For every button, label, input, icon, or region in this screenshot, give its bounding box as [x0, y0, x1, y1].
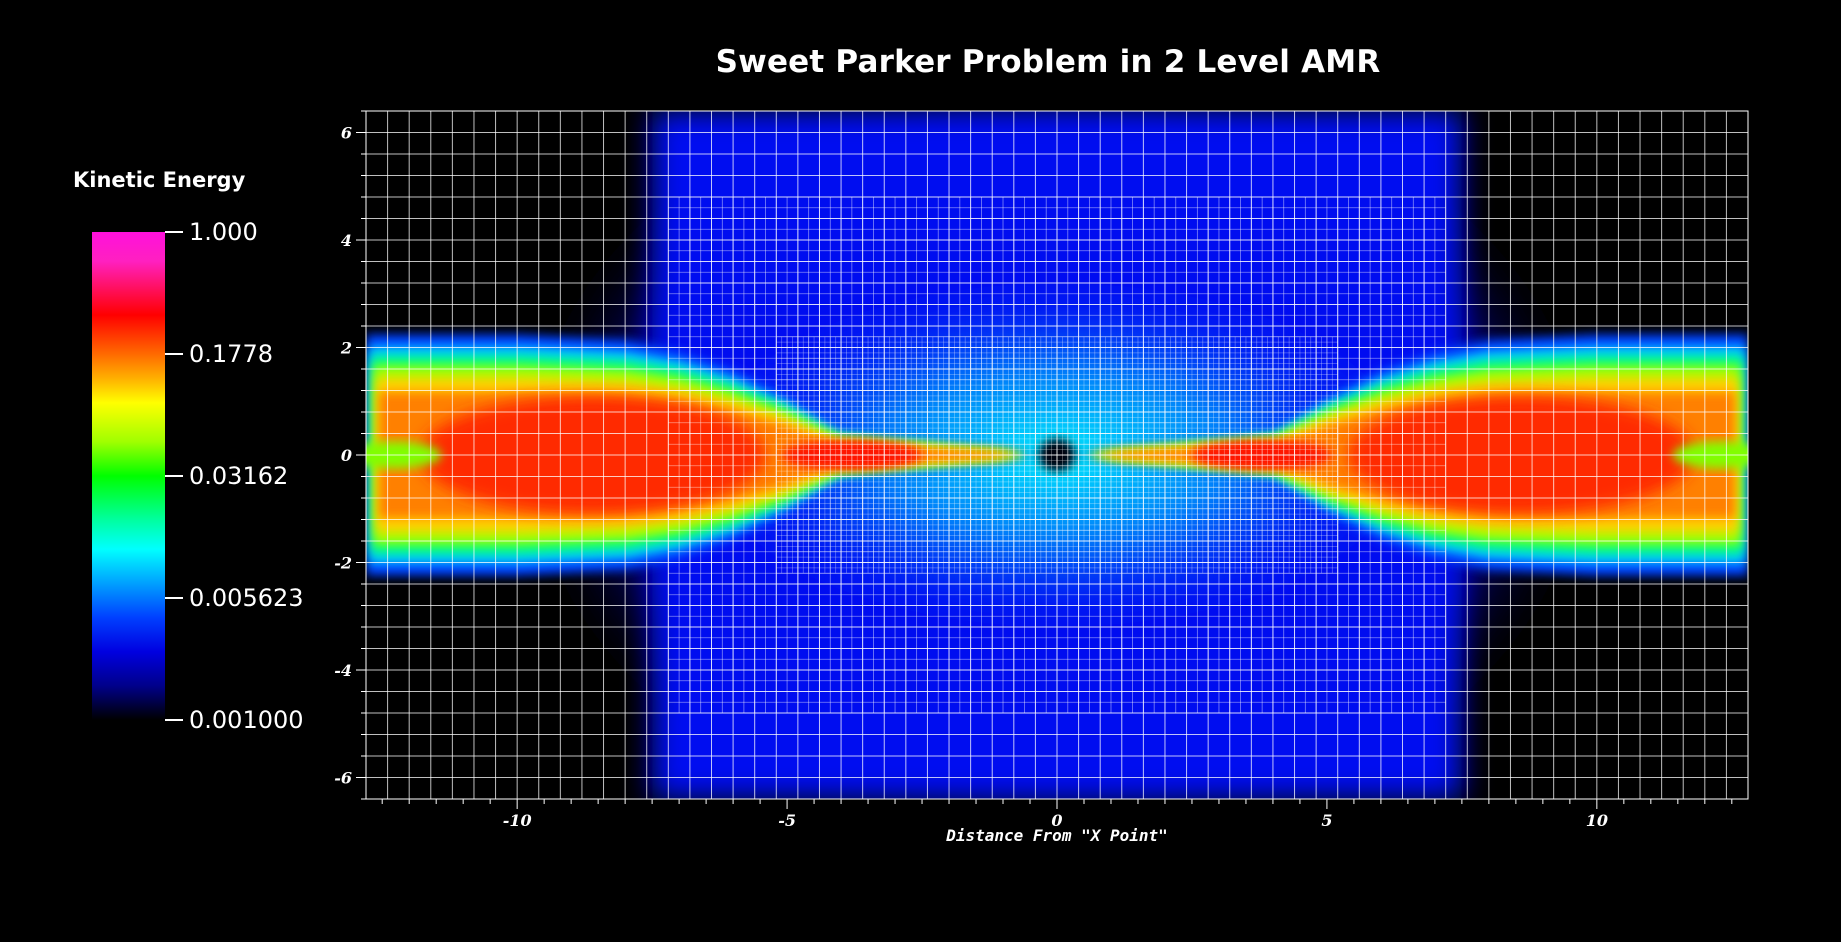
- colorbar-tick-label: 1.000: [189, 218, 258, 246]
- colorbar-tick: [165, 231, 183, 233]
- y-tick-label: 2: [340, 339, 352, 358]
- colorbar-tick-label: 0.001000: [189, 706, 304, 734]
- y-tick-label: -6: [334, 769, 352, 788]
- amr-level2: [775, 336, 1339, 574]
- x-tick-label: -10: [503, 811, 532, 830]
- colorbar-title: Kinetic Energy: [73, 168, 246, 192]
- axes: -10 -5 0 5 10 6 4 2 0 -2 -4 -6: [334, 110, 1749, 830]
- x-tick-label: 5: [1321, 811, 1332, 830]
- x-axis-label: Distance From "X Point": [945, 826, 1168, 845]
- chart-title: Sweet Parker Problem in 2 Level AMR: [715, 44, 1381, 80]
- x-tick-label: 10: [1586, 811, 1608, 830]
- colorbar-tick-label: 0.1778: [189, 340, 273, 368]
- y-tick-label: 0: [341, 446, 352, 465]
- x-tick-label: -5: [778, 811, 796, 830]
- colorbar: [92, 232, 165, 720]
- y-tick-label: 6: [341, 124, 352, 143]
- y-tick-label: -4: [334, 661, 352, 680]
- colorbar-tick-label: 0.005623: [189, 584, 304, 612]
- y-tick-label: 4: [341, 231, 352, 250]
- amr-grid: [366, 111, 1748, 799]
- colorbar-tick-label: 0.03162: [189, 462, 289, 490]
- y-tick-label: -2: [334, 554, 352, 573]
- x-tick-label: 0: [1051, 811, 1062, 830]
- colorbar-tick: [165, 353, 183, 355]
- colorbar-tick: [165, 719, 183, 721]
- colorbar-tick: [165, 597, 183, 599]
- amr-level1: [667, 196, 1447, 714]
- colorbar-tick: [165, 475, 183, 477]
